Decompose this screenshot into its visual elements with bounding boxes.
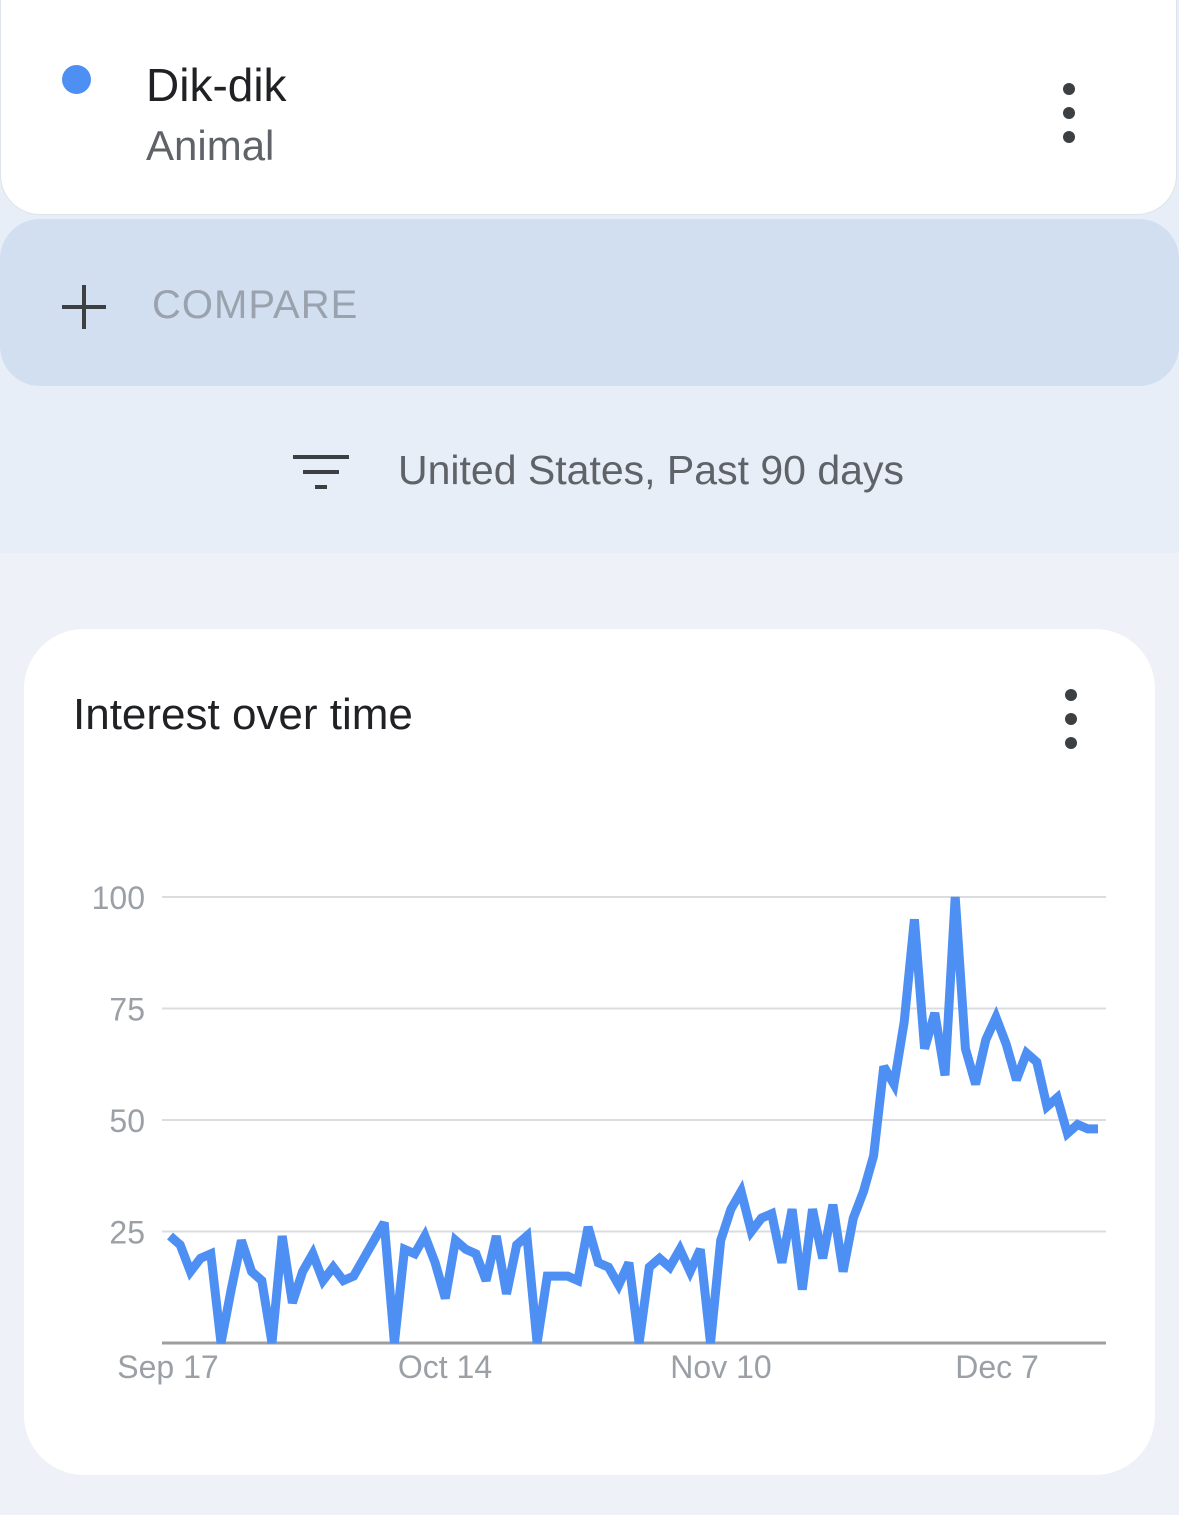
- chart-title: Interest over time: [73, 690, 413, 739]
- series-color-dot: [62, 65, 91, 94]
- term-name: Dik-dik: [146, 59, 287, 111]
- x-tick-label: Sep 17: [117, 1349, 218, 1385]
- compare-label: COMPARE: [152, 283, 359, 327]
- x-tick-label: Nov 10: [670, 1349, 771, 1385]
- filter-icon[interactable]: [293, 455, 349, 491]
- term-type: Animal: [146, 122, 275, 169]
- plus-icon: [62, 285, 106, 329]
- y-tick-label: 25: [109, 1215, 145, 1251]
- y-tick-label: 100: [92, 880, 145, 916]
- y-tick-label: 75: [109, 992, 145, 1028]
- more-vert-icon[interactable]: [1059, 83, 1079, 143]
- more-vert-icon[interactable]: [1061, 689, 1081, 749]
- x-tick-label: Oct 14: [398, 1349, 492, 1385]
- x-tick-label: Dec 7: [955, 1349, 1039, 1385]
- series-line: [167, 896, 1098, 1344]
- search-term-card[interactable]: Dik-dik Animal: [0, 0, 1177, 215]
- compare-button[interactable]: [0, 219, 1179, 386]
- y-tick-label: 50: [109, 1103, 145, 1139]
- filter-summary[interactable]: United States, Past 90 days: [398, 447, 904, 493]
